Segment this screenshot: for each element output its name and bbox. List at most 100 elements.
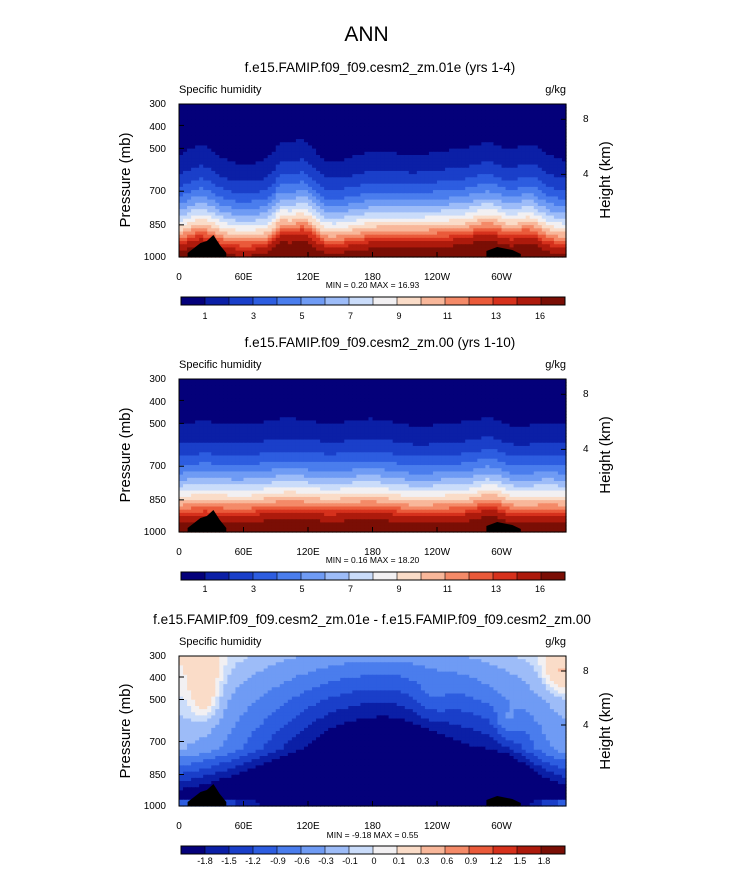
- field-cell: [223, 107, 228, 111]
- field-cell: [517, 167, 523, 172]
- field-cell: [299, 180, 305, 185]
- field-cell: [231, 209, 237, 213]
- field-cell: [275, 190, 281, 194]
- field-cell: [537, 129, 543, 134]
- field-cell: [352, 177, 357, 182]
- field-cell: [243, 190, 249, 194]
- field-cell: [287, 174, 293, 178]
- field-cell: [529, 123, 535, 127]
- field-cell: [424, 212, 430, 217]
- field-cell: [533, 202, 539, 207]
- field-cell: [557, 155, 563, 159]
- field-cell: [493, 142, 499, 147]
- field-cell: [308, 202, 313, 207]
- field-cell: [513, 158, 519, 162]
- field-cell: [332, 186, 337, 191]
- field-cell: [303, 183, 309, 188]
- field-cell: [437, 167, 442, 172]
- field-cell: [412, 142, 418, 147]
- field-cell: [183, 170, 188, 175]
- field-cell: [396, 199, 402, 204]
- field-cell: [384, 177, 390, 182]
- field-cell: [255, 110, 261, 115]
- field-cell: [291, 104, 297, 108]
- field-cell: [187, 139, 192, 143]
- field-cell: [344, 135, 349, 140]
- field-cell: [449, 116, 454, 121]
- field-cell: [400, 104, 406, 108]
- field-cell: [336, 190, 341, 194]
- field-cell: [497, 167, 503, 172]
- field-cell: [404, 202, 410, 207]
- field-cell: [195, 129, 200, 134]
- field-cell: [437, 155, 442, 159]
- field-cell: [183, 107, 188, 111]
- field-cell: [368, 155, 374, 159]
- field-cell: [505, 212, 511, 217]
- field-cell: [489, 209, 495, 213]
- field-cell: [372, 151, 378, 156]
- field-cell: [231, 190, 237, 194]
- field-cell: [445, 104, 450, 108]
- field-cell: [187, 215, 192, 220]
- field-cell: [328, 113, 333, 118]
- field-cell: [513, 170, 519, 175]
- field-cell: [424, 186, 430, 191]
- field-cell: [477, 161, 482, 166]
- field-cell: [352, 206, 357, 210]
- field-cell: [356, 183, 362, 188]
- field-cell: [473, 161, 478, 166]
- field-cell: [412, 212, 418, 217]
- field-cell: [183, 110, 188, 115]
- field-cell: [243, 199, 249, 204]
- field-cell: [469, 199, 474, 204]
- field-cell: [412, 215, 418, 220]
- field-cell: [509, 116, 515, 121]
- field-cell: [392, 215, 398, 220]
- field-cell: [457, 202, 462, 207]
- field-cell: [231, 113, 237, 118]
- field-cell: [372, 148, 378, 153]
- field-cell: [481, 209, 486, 213]
- field-cell: [195, 161, 200, 166]
- field-cell: [521, 212, 527, 217]
- field-cell: [521, 129, 527, 134]
- field-cell: [203, 119, 208, 124]
- field-cell: [412, 199, 418, 204]
- field-cell: [465, 183, 470, 188]
- field-cell: [275, 164, 281, 169]
- field-cell: [336, 215, 341, 220]
- field-cell: [380, 215, 386, 220]
- field-cell: [255, 142, 261, 147]
- field-cell: [187, 135, 192, 140]
- field-cell: [424, 167, 430, 172]
- field-cell: [360, 132, 366, 137]
- field-cell: [457, 180, 462, 185]
- field-cell: [195, 107, 200, 111]
- field-cell: [372, 174, 378, 178]
- field-cell: [259, 180, 265, 185]
- field-cell: [376, 107, 382, 111]
- field-cell: [251, 145, 257, 150]
- field-cell: [457, 116, 462, 121]
- field-cell: [432, 202, 438, 207]
- field-cell: [408, 104, 414, 108]
- field-cell: [392, 116, 398, 121]
- field-cell: [561, 148, 567, 153]
- field-cell: [320, 110, 325, 115]
- field-cell: [364, 202, 370, 207]
- field-cell: [308, 206, 313, 210]
- field-cell: [372, 123, 378, 127]
- field-cell: [303, 215, 309, 220]
- field-cell: [461, 167, 466, 172]
- field-cell: [525, 104, 531, 108]
- field-cell: [441, 139, 446, 143]
- field-cell: [461, 212, 466, 217]
- field-cell: [428, 151, 434, 156]
- field-cell: [344, 206, 349, 210]
- field-cell: [368, 164, 374, 169]
- field-cell: [449, 212, 454, 217]
- field-cell: [533, 145, 539, 150]
- field-cell: [203, 174, 208, 178]
- field-cell: [191, 202, 196, 207]
